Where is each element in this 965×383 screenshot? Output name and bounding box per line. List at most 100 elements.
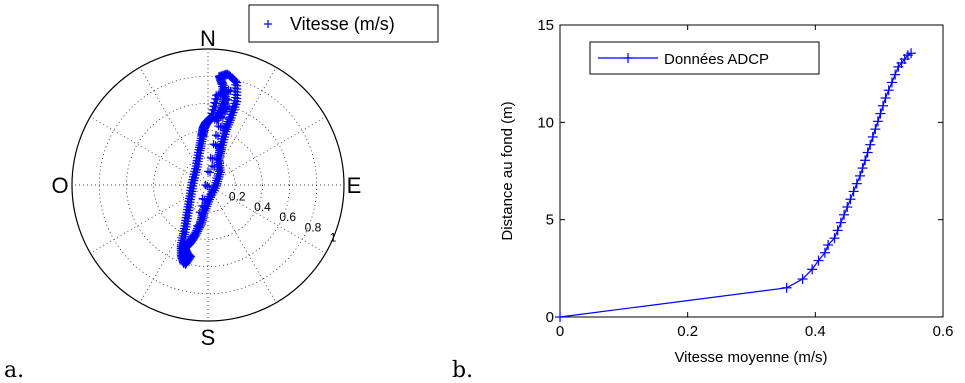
polar-point <box>221 94 230 103</box>
series-marker <box>813 255 824 266</box>
polar-point <box>208 161 217 170</box>
series-marker <box>848 186 859 197</box>
polar-point <box>224 85 233 94</box>
series-marker <box>872 116 883 127</box>
polar-legend-box <box>248 4 439 43</box>
polar-point <box>208 154 217 163</box>
series-marker <box>875 108 886 119</box>
polar-point <box>218 122 227 131</box>
polar-point <box>211 141 220 150</box>
series-marker <box>855 170 866 181</box>
series-marker <box>860 155 871 166</box>
polar-ring <box>153 130 263 240</box>
polar-legend-label: Vitesse (m/s) <box>290 14 395 34</box>
polar-radial-tick-label: 1 <box>330 230 337 244</box>
x-tick-label: 0.6 <box>933 323 954 340</box>
series-marker <box>886 77 897 88</box>
polar-radial-tick-label: 0.4 <box>254 200 271 214</box>
y-tick-label: 5 <box>546 212 554 229</box>
y-axis-label: Distance au fond (m) <box>499 101 516 240</box>
polar-point <box>198 201 207 210</box>
polar-point <box>211 131 220 140</box>
direction-south: S <box>201 325 216 350</box>
x-tick-label: 0 <box>556 323 564 340</box>
x-tick-label: 0.4 <box>805 323 826 340</box>
series-marker <box>797 274 808 285</box>
series-marker <box>877 100 888 111</box>
series-marker <box>857 163 868 174</box>
series-marker <box>819 247 830 258</box>
polar-point <box>210 162 219 171</box>
panel-label-b: b. <box>452 358 473 383</box>
polar-spoke <box>139 184 209 303</box>
polar-ring <box>126 103 290 267</box>
y-tick-label: 0 <box>546 309 554 326</box>
series-marker <box>867 131 878 142</box>
series-marker <box>829 233 840 244</box>
line-ticks: 0 0.2 0.4 0.6 0 5 10 15 <box>537 17 953 340</box>
panel-label-a: a. <box>4 358 24 383</box>
polar-spoke <box>207 116 326 186</box>
polar-point <box>210 106 219 115</box>
line-plot: 0 0.2 0.4 0.6 0 5 10 15 Vitesse moyenne (m/s) D… <box>499 17 953 366</box>
direction-north: N <box>200 26 216 51</box>
polar-outer-circle <box>71 48 345 322</box>
polar-spoke <box>90 116 209 186</box>
polar-point <box>226 86 235 95</box>
direction-east: E <box>347 173 362 198</box>
series-marker <box>845 194 856 205</box>
series-marker <box>906 48 917 59</box>
polar-ring <box>180 157 236 213</box>
polar-legend-marker <box>264 20 272 28</box>
polar-spoke <box>207 184 277 303</box>
line-legend-marker <box>598 53 658 63</box>
polar-ring <box>98 75 318 295</box>
series-marker <box>890 69 901 80</box>
polar-radial-labels: 0.2 0.4 0.6 0.8 1 <box>229 190 337 245</box>
polar-point <box>209 140 218 149</box>
polar-radial-tick-label: 0.6 <box>279 210 296 224</box>
polar-point <box>204 167 212 176</box>
polar-point <box>195 222 204 231</box>
line-legend: Données ADCP <box>589 41 820 75</box>
series-marker <box>862 147 873 158</box>
x-tick-label: 0.2 <box>677 323 698 340</box>
polar-radial-tick-label: 0.8 <box>305 220 322 234</box>
polar-points <box>176 69 242 269</box>
series-marker <box>823 239 834 250</box>
polar-point <box>220 123 229 132</box>
polar-point <box>213 142 222 151</box>
polar-point <box>198 194 207 203</box>
polar-point <box>200 202 209 211</box>
polar-point <box>206 153 215 162</box>
line-legend-label: Données ADCP <box>664 51 769 68</box>
polar-point <box>200 195 209 204</box>
polar-point <box>215 143 224 152</box>
series-marker <box>781 282 792 293</box>
y-tick-label: 15 <box>537 17 554 34</box>
polar-point <box>211 103 220 112</box>
polar-point <box>223 95 232 104</box>
polar-point <box>206 168 214 177</box>
series-marker <box>851 178 862 189</box>
polar-point <box>212 113 221 122</box>
polar-plot: 0.2 0.4 0.6 0.8 1 N S E O Vitesse (m/s) <box>51 4 439 350</box>
polar-point <box>212 99 221 108</box>
polar-radial-tick-label: 0.2 <box>229 190 246 204</box>
polar-point <box>203 181 212 190</box>
series-marker <box>839 209 850 220</box>
series-marker <box>870 124 881 135</box>
series-marker <box>883 85 894 96</box>
series-marker <box>880 93 891 103</box>
y-tick-label: 10 <box>537 114 554 131</box>
direction-west: O <box>51 173 68 198</box>
polar-spoke <box>207 184 326 254</box>
series-line-donnees-adcp <box>559 52 912 318</box>
polar-point <box>213 132 222 141</box>
series-marker <box>842 202 853 213</box>
polar-point <box>205 182 214 191</box>
series-marker <box>807 264 818 275</box>
series-markers <box>555 48 917 322</box>
polar-point <box>214 114 223 123</box>
